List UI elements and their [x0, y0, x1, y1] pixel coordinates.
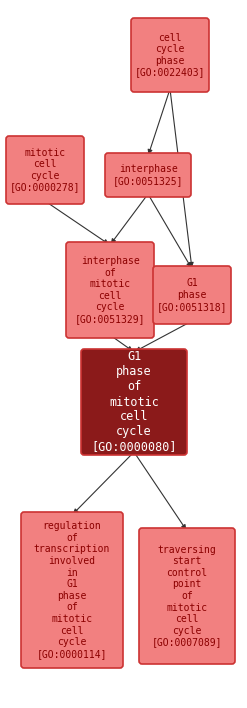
FancyBboxPatch shape [21, 512, 123, 668]
FancyBboxPatch shape [105, 153, 191, 197]
Text: regulation
of
transcription
involved
in
G1
phase
of
mitotic
cell
cycle
[GO:00001: regulation of transcription involved in … [34, 521, 110, 659]
FancyBboxPatch shape [153, 266, 231, 324]
Text: mitotic
cell
cycle
[GO:0000278]: mitotic cell cycle [GO:0000278] [10, 147, 80, 193]
Text: interphase
[GO:0051325]: interphase [GO:0051325] [113, 164, 183, 185]
FancyBboxPatch shape [139, 528, 235, 664]
Text: G1
phase
of
mitotic
cell
cycle
[GO:0000080]: G1 phase of mitotic cell cycle [GO:00000… [91, 350, 177, 454]
FancyBboxPatch shape [66, 242, 154, 338]
FancyBboxPatch shape [131, 18, 209, 92]
Text: G1
phase
[GO:0051318]: G1 phase [GO:0051318] [157, 278, 227, 312]
Text: interphase
of
mitotic
cell
cycle
[GO:0051329]: interphase of mitotic cell cycle [GO:005… [75, 256, 145, 324]
Text: cell
cycle
phase
[GO:0022403]: cell cycle phase [GO:0022403] [135, 33, 205, 77]
FancyBboxPatch shape [6, 136, 84, 204]
FancyBboxPatch shape [81, 349, 187, 455]
Text: traversing
start
control
point
of
mitotic
cell
cycle
[GO:0007089]: traversing start control point of mitoti… [152, 544, 222, 647]
